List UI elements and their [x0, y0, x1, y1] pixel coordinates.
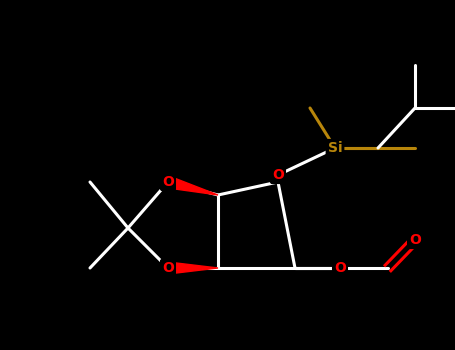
- Text: O: O: [162, 175, 174, 189]
- Text: Si: Si: [328, 141, 342, 155]
- Polygon shape: [167, 176, 218, 195]
- Text: O: O: [162, 261, 174, 275]
- Text: O: O: [334, 261, 346, 275]
- Polygon shape: [168, 262, 218, 274]
- Text: O: O: [409, 233, 421, 247]
- Text: O: O: [272, 168, 284, 182]
